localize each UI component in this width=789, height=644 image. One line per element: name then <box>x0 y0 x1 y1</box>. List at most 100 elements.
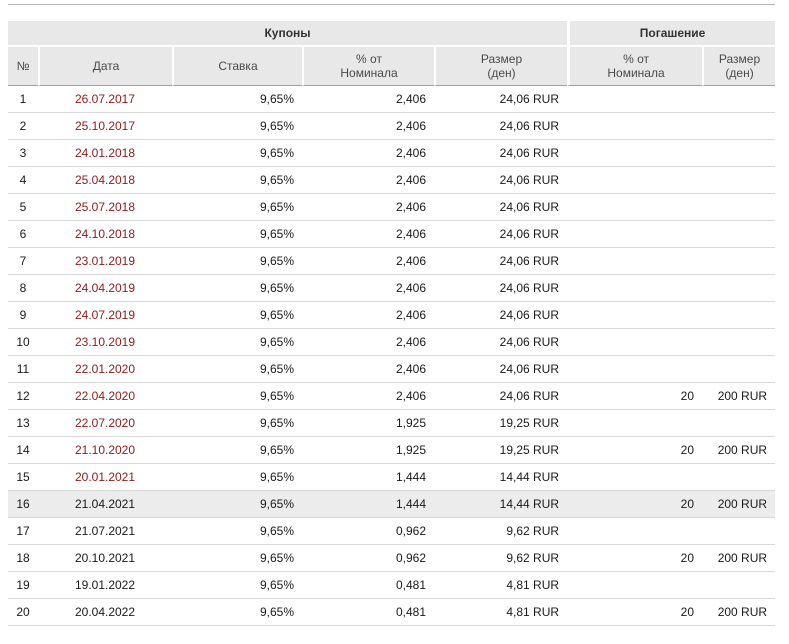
coupon-date: 24.01.2018 <box>38 140 172 167</box>
coupon-date: 22.07.2020 <box>38 410 172 437</box>
redemption-amount <box>702 113 776 140</box>
redemption-amount <box>702 248 776 275</box>
coupon-amount: 14,44 RUR <box>434 464 568 491</box>
table-row: 18 20.10.2021 9,65% 0,962 9,62 RUR 20 20… <box>8 545 776 572</box>
redemption-amount: 200 RUR <box>702 599 776 626</box>
coupon-rate: 9,65% <box>172 572 302 599</box>
top-divider <box>8 4 775 5</box>
redemption-percent-of-nominal <box>567 356 703 383</box>
row-number: 15 <box>8 464 38 491</box>
coupon-rate: 9,65% <box>172 491 302 518</box>
coupon-rate: 9,65% <box>172 140 302 167</box>
coupon-percent-of-nominal: 0,962 <box>302 545 434 572</box>
coupon-date: 20.10.2021 <box>38 545 172 572</box>
coupon-date: 26.07.2017 <box>38 86 172 113</box>
coupon-percent-of-nominal: 2,406 <box>302 194 434 221</box>
row-number: 18 <box>8 545 38 572</box>
coupon-percent-of-nominal: 1,444 <box>302 491 434 518</box>
column-header-3: Ставка <box>172 47 302 86</box>
coupon-date-link[interactable]: 20.01.2021 <box>74 470 136 484</box>
coupon-percent-of-nominal: 0,481 <box>302 572 434 599</box>
coupon-date: 19.01.2022 <box>38 572 172 599</box>
coupon-percent-of-nominal: 0,481 <box>302 599 434 626</box>
redemption-amount <box>702 194 776 221</box>
coupon-date-link[interactable]: 25.04.2018 <box>74 173 136 187</box>
coupon-amount: 24,06 RUR <box>434 356 568 383</box>
row-number: 14 <box>8 437 38 464</box>
table-row: 2 25.10.2017 9,65% 2,406 24,06 RUR <box>8 113 776 140</box>
coupon-date: 22.01.2020 <box>38 356 172 383</box>
coupon-date-link[interactable]: 22.01.2020 <box>74 362 136 376</box>
coupon-date-link[interactable]: 23.01.2019 <box>74 254 136 268</box>
redemption-amount <box>702 572 776 599</box>
coupon-date-link[interactable]: 24.07.2019 <box>74 308 136 322</box>
coupon-rate: 9,65% <box>172 545 302 572</box>
redemption-amount <box>702 86 776 113</box>
redemption-amount <box>702 167 776 194</box>
coupon-date-link[interactable]: 24.10.2018 <box>74 227 136 241</box>
row-number: 17 <box>8 518 38 545</box>
redemption-percent-of-nominal: 20 <box>567 383 703 410</box>
coupon-date: 25.04.2018 <box>38 167 172 194</box>
coupon-date: 25.10.2017 <box>38 113 172 140</box>
coupon-rate: 9,65% <box>172 221 302 248</box>
coupon-date: 24.04.2019 <box>38 275 172 302</box>
redemption-amount: 200 RUR <box>702 437 776 464</box>
coupon-amount: 24,06 RUR <box>434 140 568 167</box>
coupon-rate: 9,65% <box>172 86 302 113</box>
coupon-percent-of-nominal: 2,406 <box>302 113 434 140</box>
column-header-7: Размер (ден) <box>702 47 776 86</box>
coupon-date-link[interactable]: 24.04.2019 <box>74 281 136 295</box>
coupon-percent-of-nominal: 2,406 <box>302 221 434 248</box>
group-header-coupons: Купоны <box>8 21 568 47</box>
coupon-date-link[interactable]: 23.10.2019 <box>74 335 136 349</box>
redemption-percent-of-nominal <box>567 167 703 194</box>
coupon-rate: 9,65% <box>172 194 302 221</box>
coupon-percent-of-nominal: 2,406 <box>302 86 434 113</box>
redemption-amount <box>702 464 776 491</box>
coupon-amount: 9,62 RUR <box>434 518 568 545</box>
redemption-amount <box>702 302 776 329</box>
coupon-date-link[interactable]: 25.07.2018 <box>74 200 136 214</box>
coupon-date-link[interactable]: 26.07.2017 <box>74 92 136 106</box>
redemption-amount <box>702 329 776 356</box>
redemption-percent-of-nominal <box>567 302 703 329</box>
coupon-percent-of-nominal: 2,406 <box>302 329 434 356</box>
row-number: 1 <box>8 86 38 113</box>
coupon-date-link[interactable]: 22.07.2020 <box>74 416 136 430</box>
redemption-percent-of-nominal <box>567 86 703 113</box>
coupon-rate: 9,65% <box>172 410 302 437</box>
coupon-amount: 24,06 RUR <box>434 302 568 329</box>
column-header-1: № <box>8 47 38 86</box>
coupon-amount: 24,06 RUR <box>434 248 568 275</box>
row-number: 7 <box>8 248 38 275</box>
coupon-percent-of-nominal: 2,406 <box>302 275 434 302</box>
coupon-percent-of-nominal: 0,962 <box>302 518 434 545</box>
coupon-amount: 24,06 RUR <box>434 275 568 302</box>
coupon-date-link[interactable]: 22.04.2020 <box>74 389 136 403</box>
table-row: 4 25.04.2018 9,65% 2,406 24,06 RUR <box>8 167 776 194</box>
coupon-amount: 9,62 RUR <box>434 545 568 572</box>
table-row: 7 23.01.2019 9,65% 2,406 24,06 RUR <box>8 248 776 275</box>
group-header-row: Купоны Погашение <box>8 21 776 47</box>
coupon-date: 20.01.2021 <box>38 464 172 491</box>
redemption-percent-of-nominal: 20 <box>567 491 703 518</box>
table-row: 11 22.01.2020 9,65% 2,406 24,06 RUR <box>8 356 776 383</box>
coupon-amount: 4,81 RUR <box>434 599 568 626</box>
table-row: 8 24.04.2019 9,65% 2,406 24,06 RUR <box>8 275 776 302</box>
coupon-rate: 9,65% <box>172 383 302 410</box>
redemption-amount <box>702 356 776 383</box>
table-body: 1 26.07.2017 9,65% 2,406 24,06 RUR 2 25.… <box>8 86 776 626</box>
table-row: 3 24.01.2018 9,65% 2,406 24,06 RUR <box>8 140 776 167</box>
coupon-date-link[interactable]: 25.10.2017 <box>74 119 136 133</box>
coupon-date: 21.07.2021 <box>38 518 172 545</box>
table-header: Купоны Погашение № Дата Ставка% от Номинал… <box>8 21 776 86</box>
coupon-amount: 24,06 RUR <box>434 221 568 248</box>
coupon-rate: 9,65% <box>172 464 302 491</box>
coupon-date-link[interactable]: 24.01.2018 <box>74 146 136 160</box>
coupon-date-link[interactable]: 21.10.2020 <box>74 443 136 457</box>
table-row: 20 20.04.2022 9,65% 0,481 4,81 RUR 20 20… <box>8 599 776 626</box>
table-row: 12 22.04.2020 9,65% 2,406 24,06 RUR 20 2… <box>8 383 776 410</box>
coupon-rate: 9,65% <box>172 518 302 545</box>
row-number: 3 <box>8 140 38 167</box>
